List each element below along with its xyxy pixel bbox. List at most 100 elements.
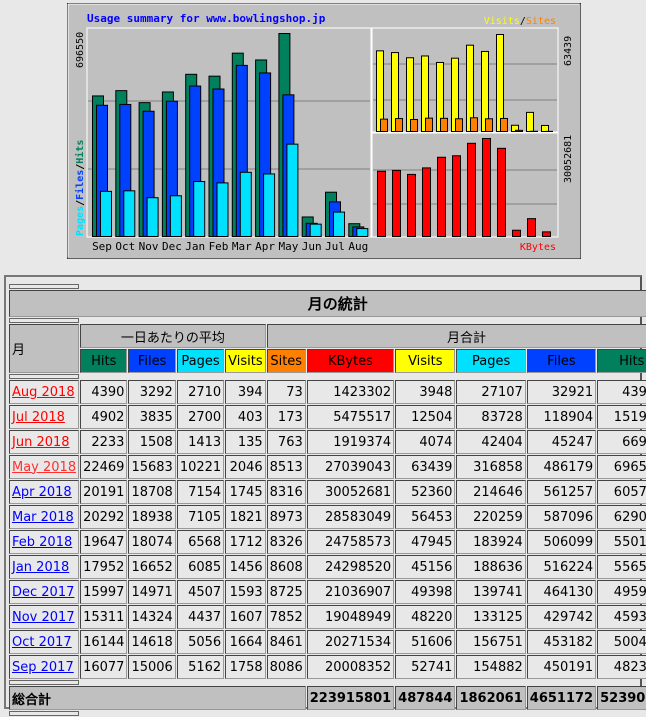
cell-sites: 8513	[267, 455, 306, 479]
month-label: Jun	[302, 240, 322, 253]
monthly-total-header: 月合計	[267, 324, 646, 348]
cell-sites: 8326	[267, 530, 306, 554]
cell-visits: 394	[225, 380, 265, 404]
pages-bar	[357, 229, 368, 237]
month-link[interactable]: May 2018	[12, 460, 76, 475]
cell-pages: 2700	[177, 405, 224, 429]
cell-files: 18938	[128, 505, 175, 529]
month-link[interactable]: Jul 2018	[12, 410, 65, 425]
legend-item: Visits	[484, 16, 520, 27]
total-value: 5239001	[597, 686, 646, 710]
month-link[interactable]: Jun 2018	[12, 435, 70, 450]
cell-hits: 19647	[80, 530, 127, 554]
cell-files: 14324	[128, 605, 175, 629]
cell-visits: 47945	[395, 530, 455, 554]
cell-hits: 20191	[80, 480, 127, 504]
cell-pages: 7154	[177, 480, 224, 504]
kbytes-bar	[438, 157, 446, 236]
cell-pages: 6085	[177, 555, 224, 579]
cell-kbytes: 1919374	[307, 430, 394, 454]
month-label: Dec	[162, 240, 182, 253]
cell-pages: 83728	[456, 405, 525, 429]
month-label: Apr	[255, 240, 275, 253]
cell-sites: 763	[267, 430, 306, 454]
cell-visits: 3948	[395, 380, 455, 404]
cell-hits: 16144	[80, 630, 127, 654]
cell-visits: 1758	[225, 655, 265, 679]
cell-sites: 8316	[267, 480, 306, 504]
month-label: Aug	[348, 240, 368, 253]
month-label: Sep	[92, 240, 112, 253]
month-link[interactable]: Oct 2017	[12, 635, 72, 650]
legend-pages-files-hits: Pages/Files/Hits	[74, 140, 86, 236]
cell-kbytes: 30052681	[307, 480, 394, 504]
month-link[interactable]: Aug 2018	[12, 385, 75, 400]
sites-bar	[471, 118, 478, 132]
cell-hits: 20292	[80, 505, 127, 529]
cell-sites: 173	[267, 405, 306, 429]
month-link[interactable]: Mar 2018	[12, 510, 74, 525]
cell-files: 18708	[128, 480, 175, 504]
month-header: 月	[9, 324, 79, 373]
cell-visits: 135	[225, 430, 265, 454]
month-cell: Aug 2018	[9, 380, 79, 404]
cell-hits: 4390	[80, 380, 127, 404]
max-hits-label: 696550	[75, 32, 86, 68]
cell-hits: 22469	[80, 455, 127, 479]
cell-visits: 52741	[395, 655, 455, 679]
cell-visits: 2046	[225, 455, 265, 479]
sites-bar	[396, 119, 403, 132]
cell-visits: 63439	[395, 455, 455, 479]
cell-files: 15683	[128, 455, 175, 479]
month-link[interactable]: Feb 2018	[12, 535, 72, 550]
visits-bar	[527, 112, 534, 131]
column-header-files: Files	[527, 349, 596, 373]
spacer	[9, 318, 79, 323]
cell-files: 18074	[128, 530, 175, 554]
month-cell: Dec 2017	[9, 580, 79, 604]
spacer	[9, 374, 79, 379]
cell-visits: 1745	[225, 480, 265, 504]
cell-pages: 42404	[456, 430, 525, 454]
cell-pages: 154882	[456, 655, 525, 679]
cell-pages: 27107	[456, 380, 525, 404]
cell-files: 486179	[527, 455, 596, 479]
month-link[interactable]: Apr 2018	[12, 485, 72, 500]
cell-pages: 183924	[456, 530, 525, 554]
legend-item: Files	[74, 170, 86, 200]
pages-bar	[217, 183, 228, 237]
pages-bar	[147, 198, 158, 237]
cell-files: 15006	[128, 655, 175, 679]
cell-hits: 2233	[80, 430, 127, 454]
max-kbytes-label: 30052681	[563, 135, 574, 183]
spacer	[9, 284, 79, 289]
sites-bar	[456, 119, 463, 132]
cell-sites: 8973	[267, 505, 306, 529]
sites-bar	[381, 119, 388, 131]
column-header-sites: Sites	[267, 349, 306, 373]
cell-pages: 214646	[456, 480, 525, 504]
cell-sites: 8086	[267, 655, 306, 679]
month-label: Nov	[139, 240, 159, 253]
cell-visits: 12504	[395, 405, 455, 429]
cell-hits: 605756	[597, 480, 646, 504]
month-cell: Mar 2018	[9, 505, 79, 529]
cell-files: 3835	[128, 405, 175, 429]
cell-visits: 45156	[395, 555, 455, 579]
cell-pages: 220259	[456, 505, 525, 529]
cell-visits: 1456	[225, 555, 265, 579]
sites-bar	[441, 118, 448, 131]
month-link[interactable]: Dec 2017	[12, 585, 74, 600]
total-value: 487844	[395, 686, 455, 710]
column-header-visits: Visits	[225, 349, 265, 373]
month-link[interactable]: Jan 2018	[12, 560, 69, 575]
column-header-pages: Pages	[177, 349, 224, 373]
month-cell: May 2018	[9, 455, 79, 479]
month-link[interactable]: Nov 2017	[12, 610, 75, 625]
pages-bar	[310, 224, 321, 236]
cell-visits: 1712	[225, 530, 265, 554]
month-link[interactable]: Sep 2017	[12, 660, 74, 675]
